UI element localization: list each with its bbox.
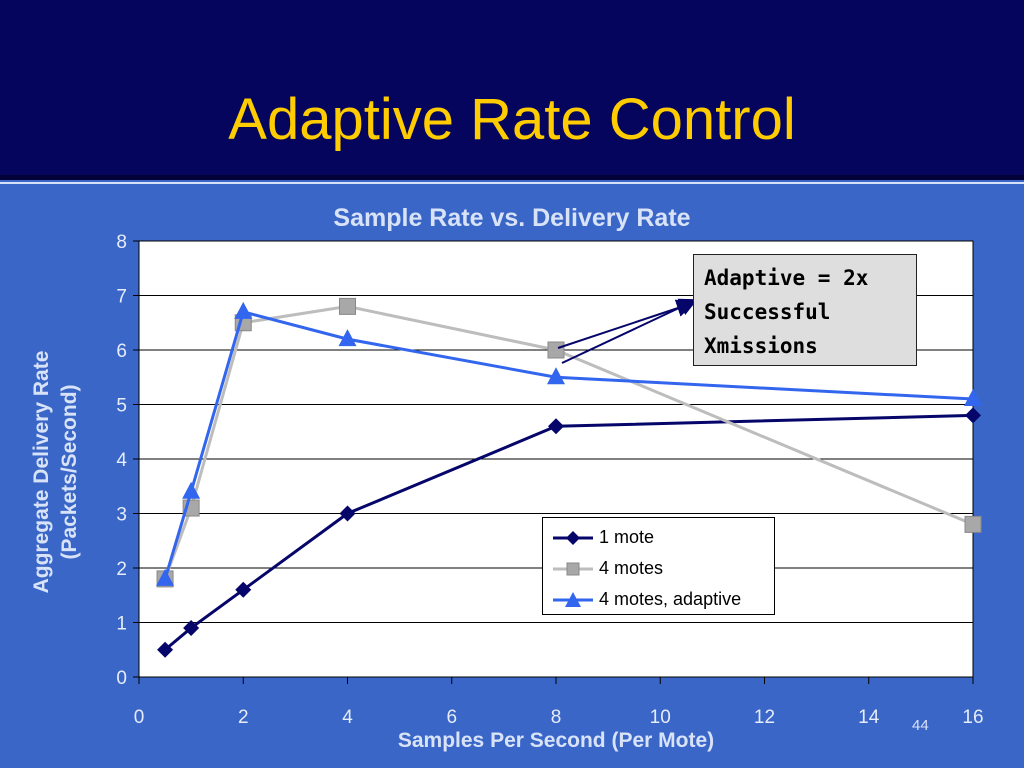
- x-tick-label: 6: [446, 707, 457, 728]
- y-axis-label: Aggregate Delivery Rate (Packets/Second): [28, 282, 84, 662]
- chart-legend: 1 mote 4 motes 4 motes, adaptive: [542, 517, 775, 615]
- x-tick-label: 2: [238, 707, 249, 728]
- data-point-square: [339, 297, 356, 315]
- data-point-diamond: [548, 418, 564, 435]
- data-point-triangle: [234, 301, 253, 319]
- data-point-triangle: [964, 389, 982, 407]
- annotation-arrow-lower: [561, 298, 698, 364]
- data-point-square: [547, 341, 565, 359]
- data-point-triangle: [156, 568, 175, 586]
- annotation-callout: Adaptive = 2x Successful Xmissions: [693, 254, 917, 366]
- data-point-diamond: [965, 407, 981, 424]
- y-tick-label: 3: [116, 505, 127, 526]
- annotation-arrow-upper: [557, 299, 695, 349]
- x-tick-label: 16: [962, 707, 983, 728]
- data-point-triangle: [338, 329, 357, 347]
- series-line-4-motes: [163, 304, 974, 580]
- x-tick-label: 0: [134, 707, 145, 728]
- x-tick-label: 12: [754, 707, 775, 728]
- legend-swatch-triangle: [553, 591, 593, 607]
- chart-title: Sample Rate vs. Delivery Rate: [333, 204, 691, 232]
- data-point-diamond: [183, 619, 200, 636]
- legend-label: 4 motes: [599, 558, 664, 578]
- header-divider: [0, 175, 1024, 180]
- data-point-diamond: [157, 641, 174, 658]
- legend-label: 1 mote: [599, 527, 655, 547]
- data-point-diamond: [339, 505, 356, 522]
- y-axis-label-line: Aggregate Delivery Rate (Packets/Second): [30, 350, 81, 594]
- data-point-triangle: [547, 367, 565, 385]
- x-tick-label: 4: [342, 707, 353, 728]
- legend-label: 4 motes, adaptive: [599, 589, 742, 609]
- y-tick-label: 2: [116, 559, 127, 580]
- y-tick-label: 0: [116, 668, 127, 689]
- x-tick-label: 8: [551, 707, 562, 728]
- header-divider-highlight: [0, 182, 1024, 184]
- legend-item-4-motes-adaptive: 4 motes, adaptive: [551, 584, 766, 615]
- x-tick-label: 10: [650, 707, 671, 728]
- y-tick-label: 4: [116, 450, 127, 471]
- y-tick-label: 6: [116, 341, 127, 362]
- slide-header: [0, 0, 1024, 175]
- slide-title: Adaptive Rate Control: [228, 87, 796, 152]
- data-point-diamond: [235, 581, 252, 598]
- legend-item-1-mote: 1 mote: [551, 522, 766, 553]
- slide-number: 44: [912, 717, 929, 734]
- y-tick-label: 5: [116, 396, 127, 417]
- data-point-square: [964, 515, 982, 533]
- x-tick-label: 14: [858, 707, 880, 728]
- legend-item-4-motes: 4 motes: [551, 553, 766, 584]
- series-line-4-motes-adaptive: [163, 310, 974, 580]
- legend-swatch-square: [553, 562, 593, 575]
- y-tick-label: 8: [116, 232, 127, 253]
- y-tick-label: 1: [116, 614, 127, 635]
- y-tick-label: 7: [116, 287, 127, 308]
- data-point-triangle: [182, 481, 201, 499]
- legend-swatch-diamond: [553, 530, 593, 545]
- x-axis-label: Samples Per Second (Per Mote): [397, 729, 715, 752]
